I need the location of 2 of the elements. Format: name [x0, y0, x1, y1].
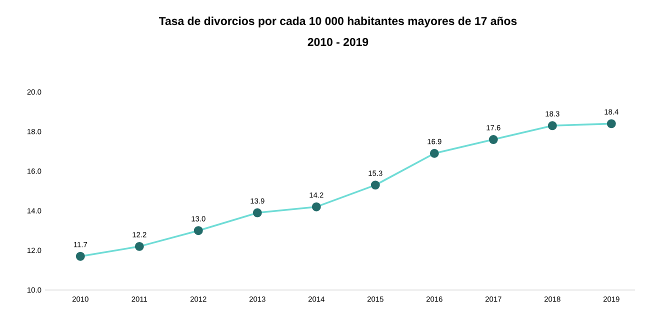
chart-subtitle: 2010 - 2019	[308, 38, 368, 46]
chart-title: Tasa de divorcios por cada 10 000 habitantes mayores de 17 años	[158, 16, 517, 28]
